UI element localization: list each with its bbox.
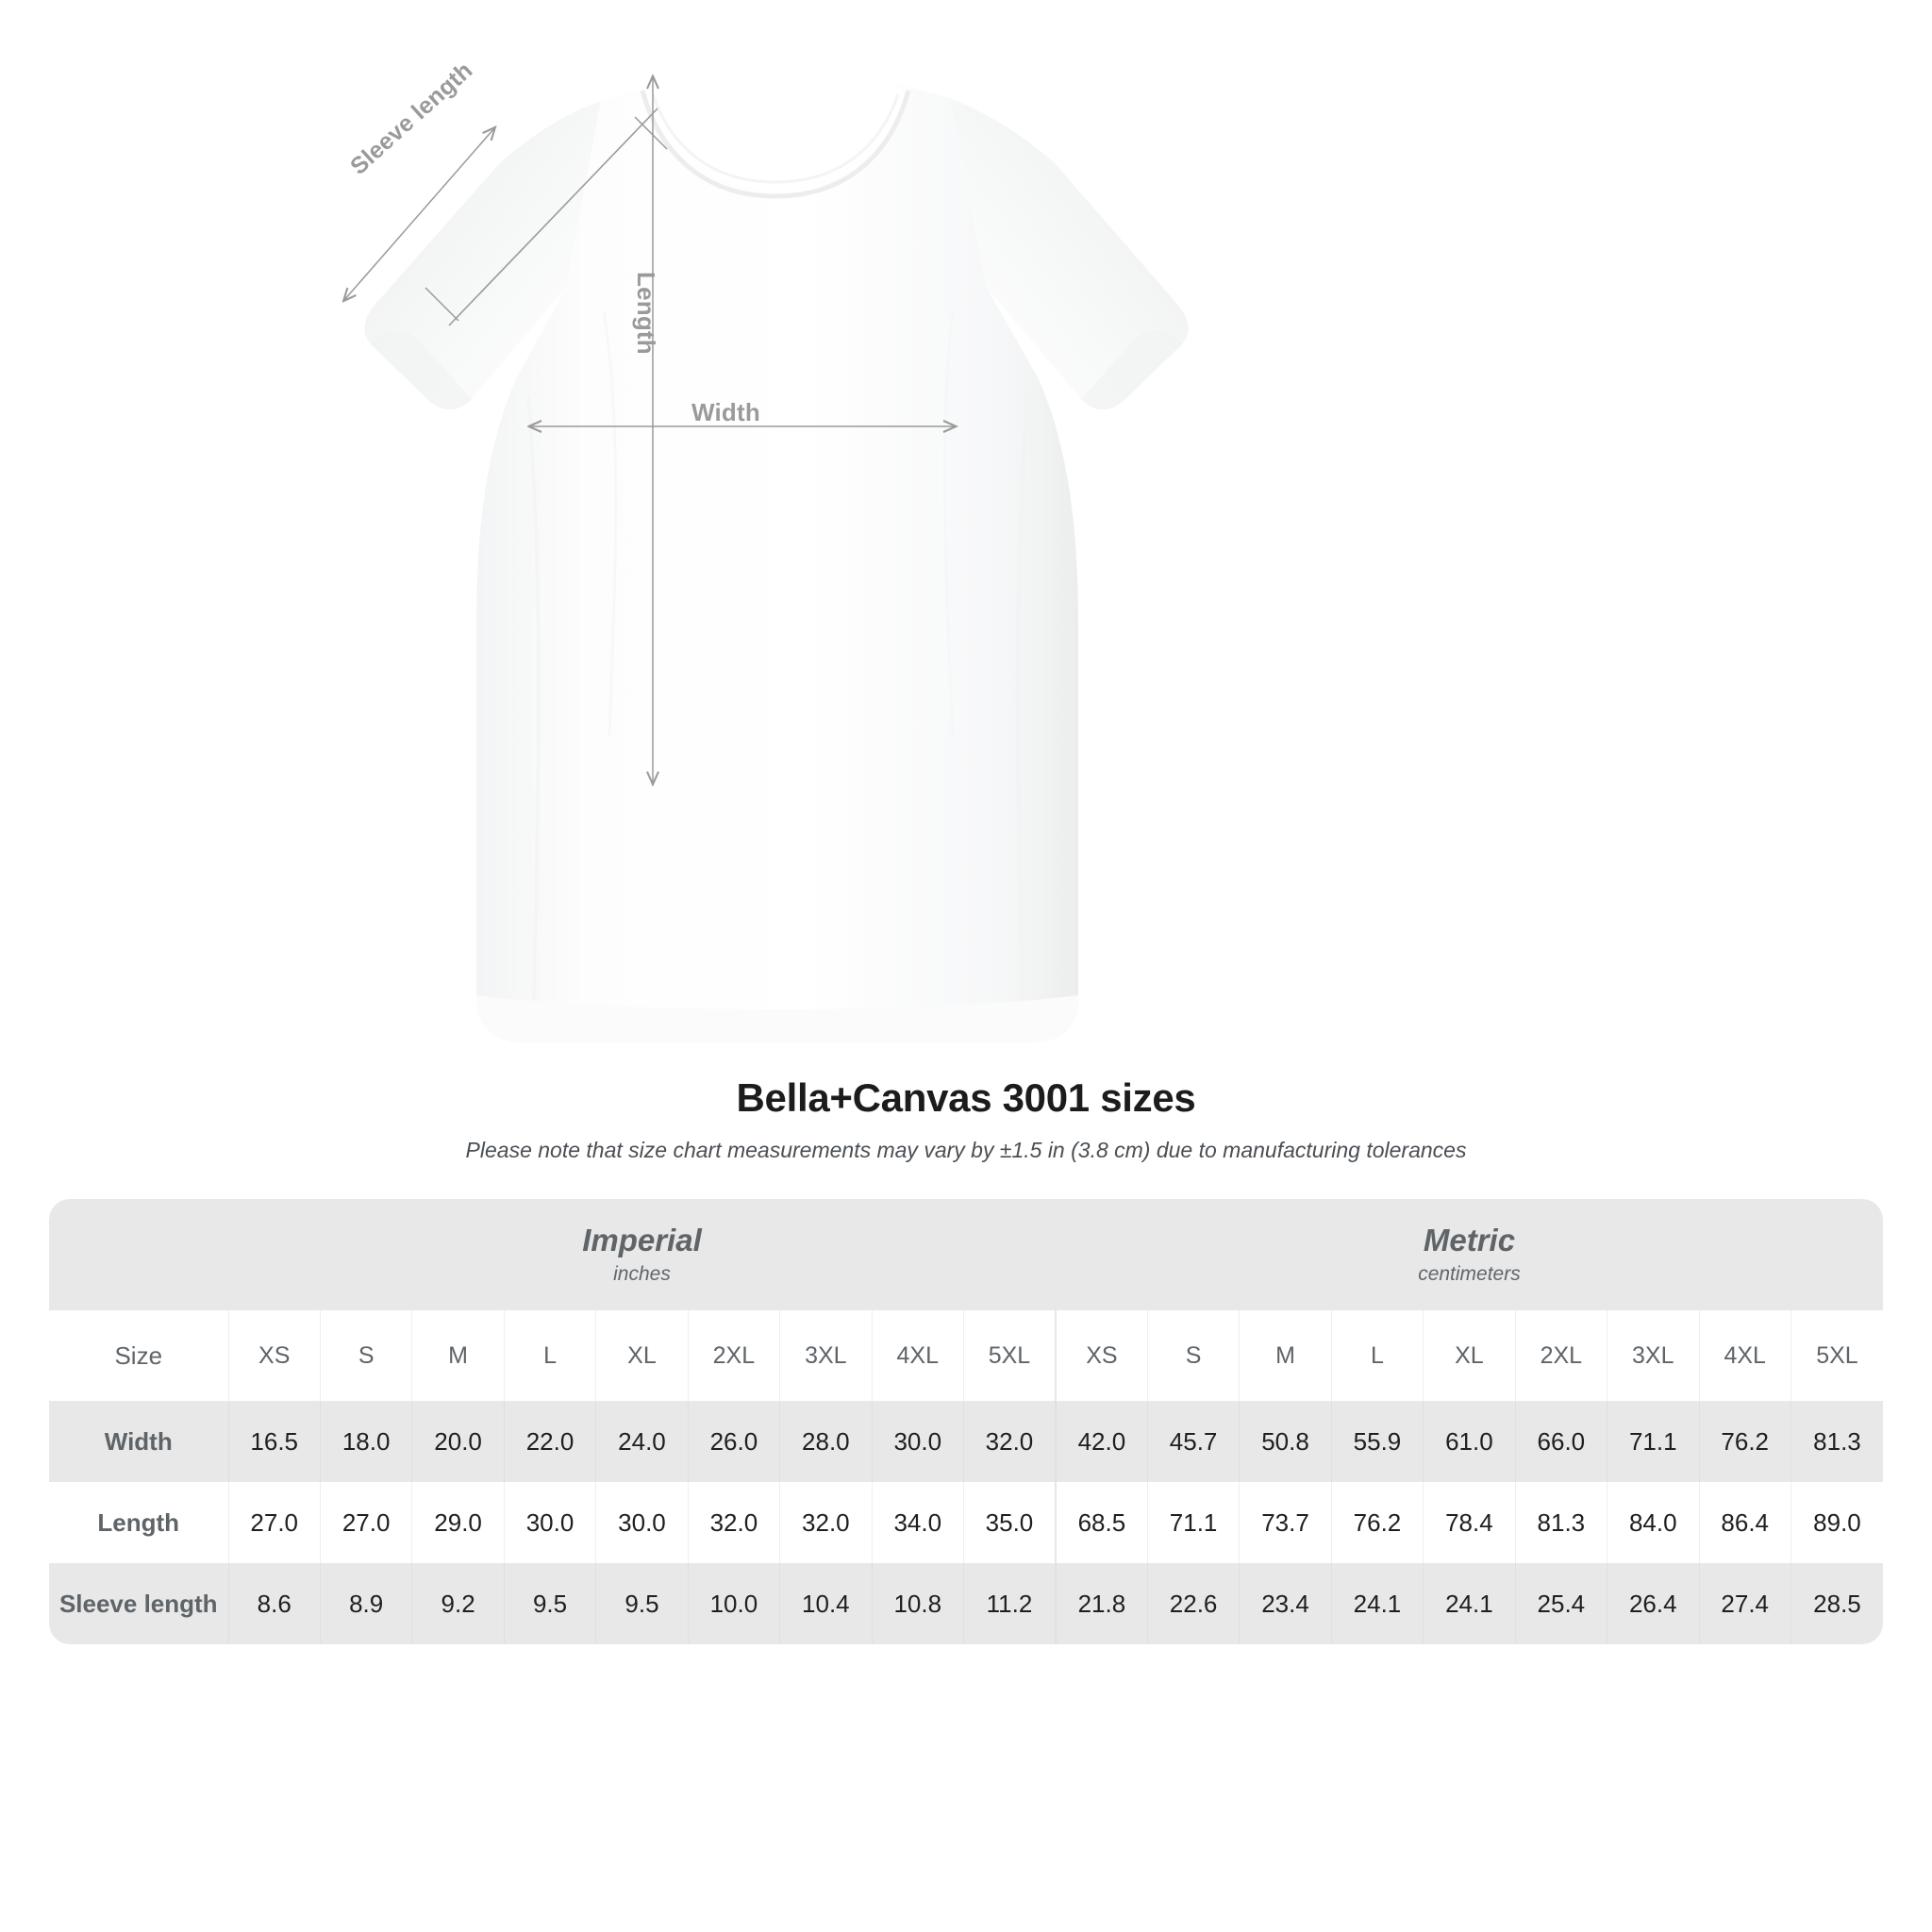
column-header-2xl-imperial: 2XL: [687, 1310, 780, 1401]
cell-sleeve-length-m-in: 9.2: [411, 1563, 505, 1644]
unit-group-subtitle: centimeters: [1418, 1262, 1521, 1285]
column-header-m-imperial: M: [411, 1310, 505, 1401]
title-block: Bella+Canvas 3001 sizes Please note that…: [0, 1075, 1932, 1163]
unit-group-name: Imperial: [582, 1222, 702, 1257]
cell-length-xs-cm: 68.5: [1054, 1482, 1148, 1563]
cell-length-4xl-in: 34.0: [871, 1482, 964, 1563]
cell-width-l-cm: 55.9: [1330, 1401, 1424, 1482]
cell-sleeve-length-s-cm: 22.6: [1146, 1563, 1240, 1644]
row-label-length: Length: [49, 1482, 228, 1563]
cell-sleeve-length-4xl-cm: 27.4: [1698, 1563, 1791, 1644]
cell-length-5xl-in: 35.0: [962, 1482, 1056, 1563]
column-header-5xl-imperial: 5XL: [962, 1310, 1056, 1401]
table-row: Sleeve length 8.6 8.9 9.2 9.5 9.5 10.0 10.4 10.8…: [49, 1563, 1883, 1644]
column-header-s-imperial: S: [319, 1310, 412, 1401]
cell-sleeve-length-3xl-in: 10.4: [779, 1563, 873, 1644]
cell-length-xl-in: 30.0: [595, 1482, 689, 1563]
cell-sleeve-length-xl-in: 9.5: [595, 1563, 689, 1644]
unit-group-metric: Metric centimeters: [1055, 1199, 1883, 1310]
column-header-xl-imperial: XL: [595, 1310, 689, 1401]
cell-width-5xl-cm: 81.3: [1790, 1401, 1883, 1482]
size-header-row: Size XS S M L XL 2XL 3XL 4XL 5XL XS S M L XL 2XL 3XL 4XL 5…: [49, 1310, 1883, 1401]
size-chart-table-wrap: Imperial inches Metric centimeters Size XS S M L…: [49, 1199, 1883, 1644]
table-row: Length 27.0 27.0 29.0 30.0 30.0 32.0 32.0 34.0 35…: [49, 1482, 1883, 1563]
cell-sleeve-length-3xl-cm: 26.4: [1607, 1563, 1699, 1644]
cell-width-4xl-in: 30.0: [871, 1401, 964, 1482]
cell-width-4xl-cm: 76.2: [1698, 1401, 1791, 1482]
column-header-xs-metric: XS: [1054, 1310, 1148, 1401]
cell-width-l-in: 22.0: [503, 1401, 596, 1482]
cell-width-s-in: 18.0: [319, 1401, 412, 1482]
cell-width-s-cm: 45.7: [1146, 1401, 1240, 1482]
cell-width-xl-in: 24.0: [595, 1401, 689, 1482]
cell-width-3xl-in: 28.0: [779, 1401, 873, 1482]
length-label: Length: [632, 272, 660, 355]
column-header-s-metric: S: [1146, 1310, 1240, 1401]
tolerance-note: Please note that size chart measurements…: [465, 1138, 1467, 1162]
cell-length-m-cm: 73.7: [1239, 1482, 1332, 1563]
cell-sleeve-length-xs-in: 8.6: [227, 1563, 321, 1644]
table-row: Width 16.5 18.0 20.0 22.0 24.0 26.0 28.0 30.0 32.…: [49, 1401, 1883, 1482]
shirt-body-shape: [364, 74, 1189, 1043]
cell-sleeve-length-5xl-cm: 28.5: [1790, 1563, 1883, 1644]
column-header-xs-imperial: XS: [227, 1310, 321, 1401]
column-header-3xl-metric: 3XL: [1607, 1310, 1699, 1401]
cell-sleeve-length-l-in: 9.5: [503, 1563, 596, 1644]
cell-length-4xl-cm: 86.4: [1698, 1482, 1791, 1563]
tshirt-measurement-diagram: Sleeve length Length Width: [0, 57, 1189, 1043]
column-header-2xl-metric: 2XL: [1514, 1310, 1607, 1401]
cell-sleeve-length-xs-cm: 21.8: [1054, 1563, 1148, 1644]
unit-group-imperial: Imperial inches: [228, 1199, 1056, 1310]
cell-length-3xl-cm: 84.0: [1607, 1482, 1699, 1563]
unit-group-subtitle: inches: [613, 1262, 671, 1285]
row-label-width: Width: [49, 1401, 228, 1482]
cell-width-2xl-cm: 66.0: [1514, 1401, 1607, 1482]
cell-width-2xl-in: 26.0: [687, 1401, 780, 1482]
unit-banner-row: Imperial inches Metric centimeters: [49, 1199, 1883, 1310]
cell-length-s-cm: 71.1: [1146, 1482, 1240, 1563]
column-header-l-imperial: L: [503, 1310, 596, 1401]
cell-width-m-in: 20.0: [411, 1401, 505, 1482]
tshirt-illustration: [0, 74, 1189, 1043]
unit-group-name: Metric: [1423, 1222, 1516, 1257]
cell-width-5xl-in: 32.0: [962, 1401, 1056, 1482]
row-label-sleeve-length: Sleeve length: [49, 1563, 228, 1644]
cell-width-xs-cm: 42.0: [1054, 1401, 1148, 1482]
size-chart-table: Imperial inches Metric centimeters Size XS S M L…: [49, 1199, 1883, 1644]
page-title: Bella+Canvas 3001 sizes: [736, 1075, 1196, 1120]
cell-length-s-in: 27.0: [319, 1482, 412, 1563]
column-header-l-metric: L: [1330, 1310, 1424, 1401]
cell-length-xs-in: 27.0: [227, 1482, 321, 1563]
cell-length-m-in: 29.0: [411, 1482, 505, 1563]
cell-length-2xl-in: 32.0: [687, 1482, 780, 1563]
cell-length-l-cm: 76.2: [1330, 1482, 1424, 1563]
column-header-5xl-metric: 5XL: [1790, 1310, 1883, 1401]
cell-sleeve-length-l-cm: 24.1: [1330, 1563, 1424, 1644]
cell-width-xl-cm: 61.0: [1423, 1401, 1516, 1482]
cell-length-5xl-cm: 89.0: [1790, 1482, 1883, 1563]
cell-length-l-in: 30.0: [503, 1482, 596, 1563]
column-header-xl-metric: XL: [1423, 1310, 1516, 1401]
cell-sleeve-length-4xl-in: 10.8: [871, 1563, 964, 1644]
cell-sleeve-length-xl-cm: 24.1: [1423, 1563, 1516, 1644]
unit-banner-spacer: [49, 1199, 228, 1310]
width-label: Width: [691, 398, 760, 426]
cell-width-xs-in: 16.5: [227, 1401, 321, 1482]
column-header-4xl-imperial: 4XL: [871, 1310, 964, 1401]
column-header-4xl-metric: 4XL: [1698, 1310, 1791, 1401]
cell-sleeve-length-s-in: 8.9: [319, 1563, 412, 1644]
cell-length-xl-cm: 78.4: [1423, 1482, 1516, 1563]
cell-sleeve-length-2xl-in: 10.0: [687, 1563, 780, 1644]
column-header-3xl-imperial: 3XL: [779, 1310, 873, 1401]
cell-length-3xl-in: 32.0: [779, 1482, 873, 1563]
cell-sleeve-length-5xl-in: 11.2: [962, 1563, 1056, 1644]
cell-sleeve-length-m-cm: 23.4: [1239, 1563, 1332, 1644]
cell-width-3xl-cm: 71.1: [1607, 1401, 1699, 1482]
cell-length-2xl-cm: 81.3: [1514, 1482, 1607, 1563]
cell-sleeve-length-2xl-cm: 25.4: [1514, 1563, 1607, 1644]
column-header-size: Size: [49, 1310, 228, 1401]
column-header-m-metric: M: [1239, 1310, 1332, 1401]
cell-width-m-cm: 50.8: [1239, 1401, 1332, 1482]
